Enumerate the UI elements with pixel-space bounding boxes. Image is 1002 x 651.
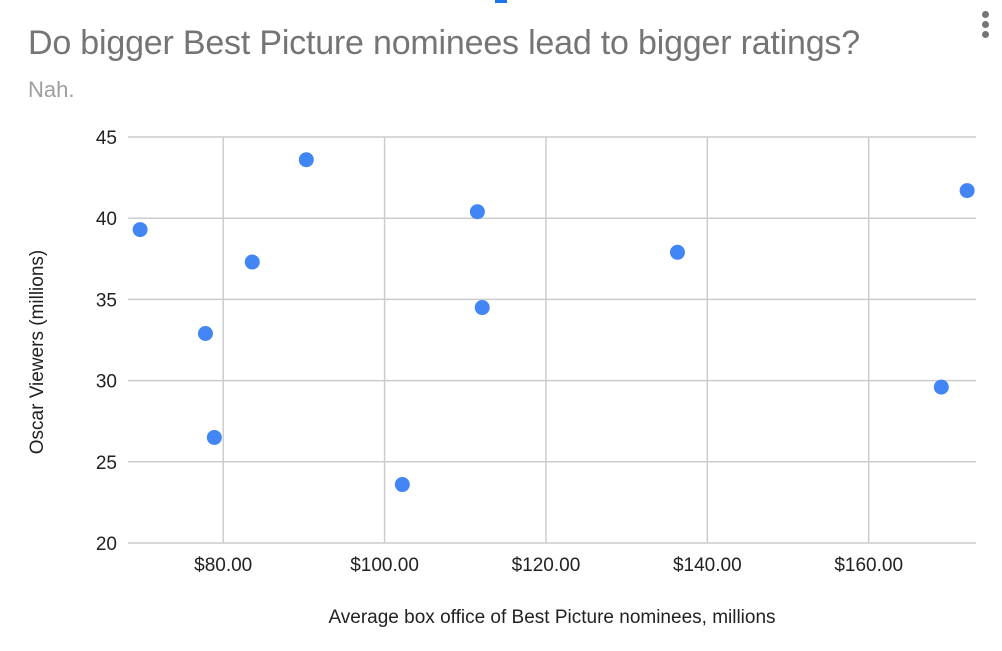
data-point[interactable]	[298, 152, 314, 168]
data-point[interactable]	[394, 477, 410, 493]
data-point[interactable]	[474, 300, 490, 316]
chart-subtitle: Nah.	[28, 77, 75, 102]
y-tick-label: 25	[96, 453, 117, 474]
y-tick-label: 35	[96, 290, 117, 311]
data-point[interactable]	[469, 204, 485, 220]
y-axis-label: Oscar Viewers (millions)	[27, 249, 48, 455]
gridlines	[128, 136, 976, 544]
data-point[interactable]	[959, 183, 975, 199]
data-point[interactable]	[244, 254, 260, 270]
x-axis-ticks: $80.00 $100.00 $120.00 $140.00 $160.00	[194, 555, 903, 576]
chart-selection-handle[interactable]	[495, 0, 507, 3]
y-tick-label: 45	[96, 128, 117, 149]
x-tick-label: $100.00	[350, 555, 419, 576]
y-tick-label: 20	[96, 534, 117, 555]
y-axis-ticks: 20 25 30 35 40 45	[96, 128, 117, 555]
data-point[interactable]	[933, 379, 949, 395]
x-tick-label: $160.00	[834, 555, 903, 576]
y-tick-label: 30	[96, 372, 117, 393]
more-vert-icon[interactable]	[978, 8, 992, 42]
data-points	[132, 152, 975, 493]
data-point[interactable]	[197, 326, 213, 342]
y-tick-label: 40	[96, 209, 117, 230]
x-axis-label: Average box office of Best Picture nomin…	[328, 607, 776, 628]
x-tick-label: $80.00	[194, 555, 252, 576]
chart-title: Do bigger Best Picture nominees lead to …	[28, 24, 860, 62]
x-tick-label: $120.00	[512, 555, 581, 576]
x-tick-label: $140.00	[673, 555, 742, 576]
data-point[interactable]	[132, 222, 148, 238]
data-point[interactable]	[206, 429, 222, 445]
data-point[interactable]	[669, 244, 685, 260]
